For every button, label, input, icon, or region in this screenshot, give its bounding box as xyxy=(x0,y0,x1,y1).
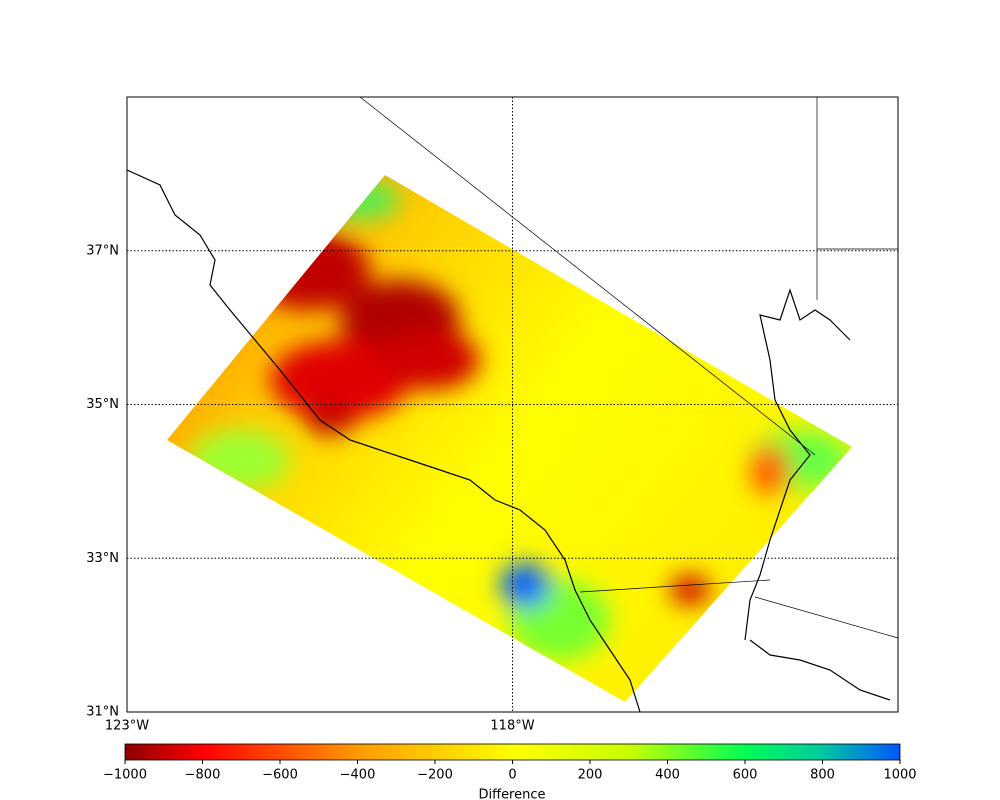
lon-label: 123°W xyxy=(105,719,149,734)
colorbar-tick-label: 200 xyxy=(578,768,603,783)
coastline xyxy=(126,96,899,713)
lat-label: 35°N xyxy=(86,397,119,412)
colorbar-ramp xyxy=(124,743,901,761)
colorbar-tick-label: −600 xyxy=(262,768,298,783)
colorbar-tick-label: 400 xyxy=(655,768,680,783)
map-field xyxy=(167,175,852,702)
colorbar-tick-label: −400 xyxy=(340,768,376,783)
colorbar-label: Difference xyxy=(478,788,545,800)
colorbar-tick-label: 0 xyxy=(508,768,516,783)
lon-label: 118°W xyxy=(490,719,534,734)
colorbar-tick-label: −200 xyxy=(417,768,453,783)
colorbar-tick-label: −800 xyxy=(185,768,221,783)
colorbar-tick-label: 1000 xyxy=(883,768,916,783)
colorbar-tick-label: −1000 xyxy=(103,768,147,783)
colorbar-tick-label: 600 xyxy=(733,768,758,783)
lat-label: 37°N xyxy=(86,243,119,258)
lat-label: 33°N xyxy=(86,551,119,566)
colorbar-tick-label: 800 xyxy=(810,768,835,783)
lat-label: 31°N xyxy=(86,705,119,720)
